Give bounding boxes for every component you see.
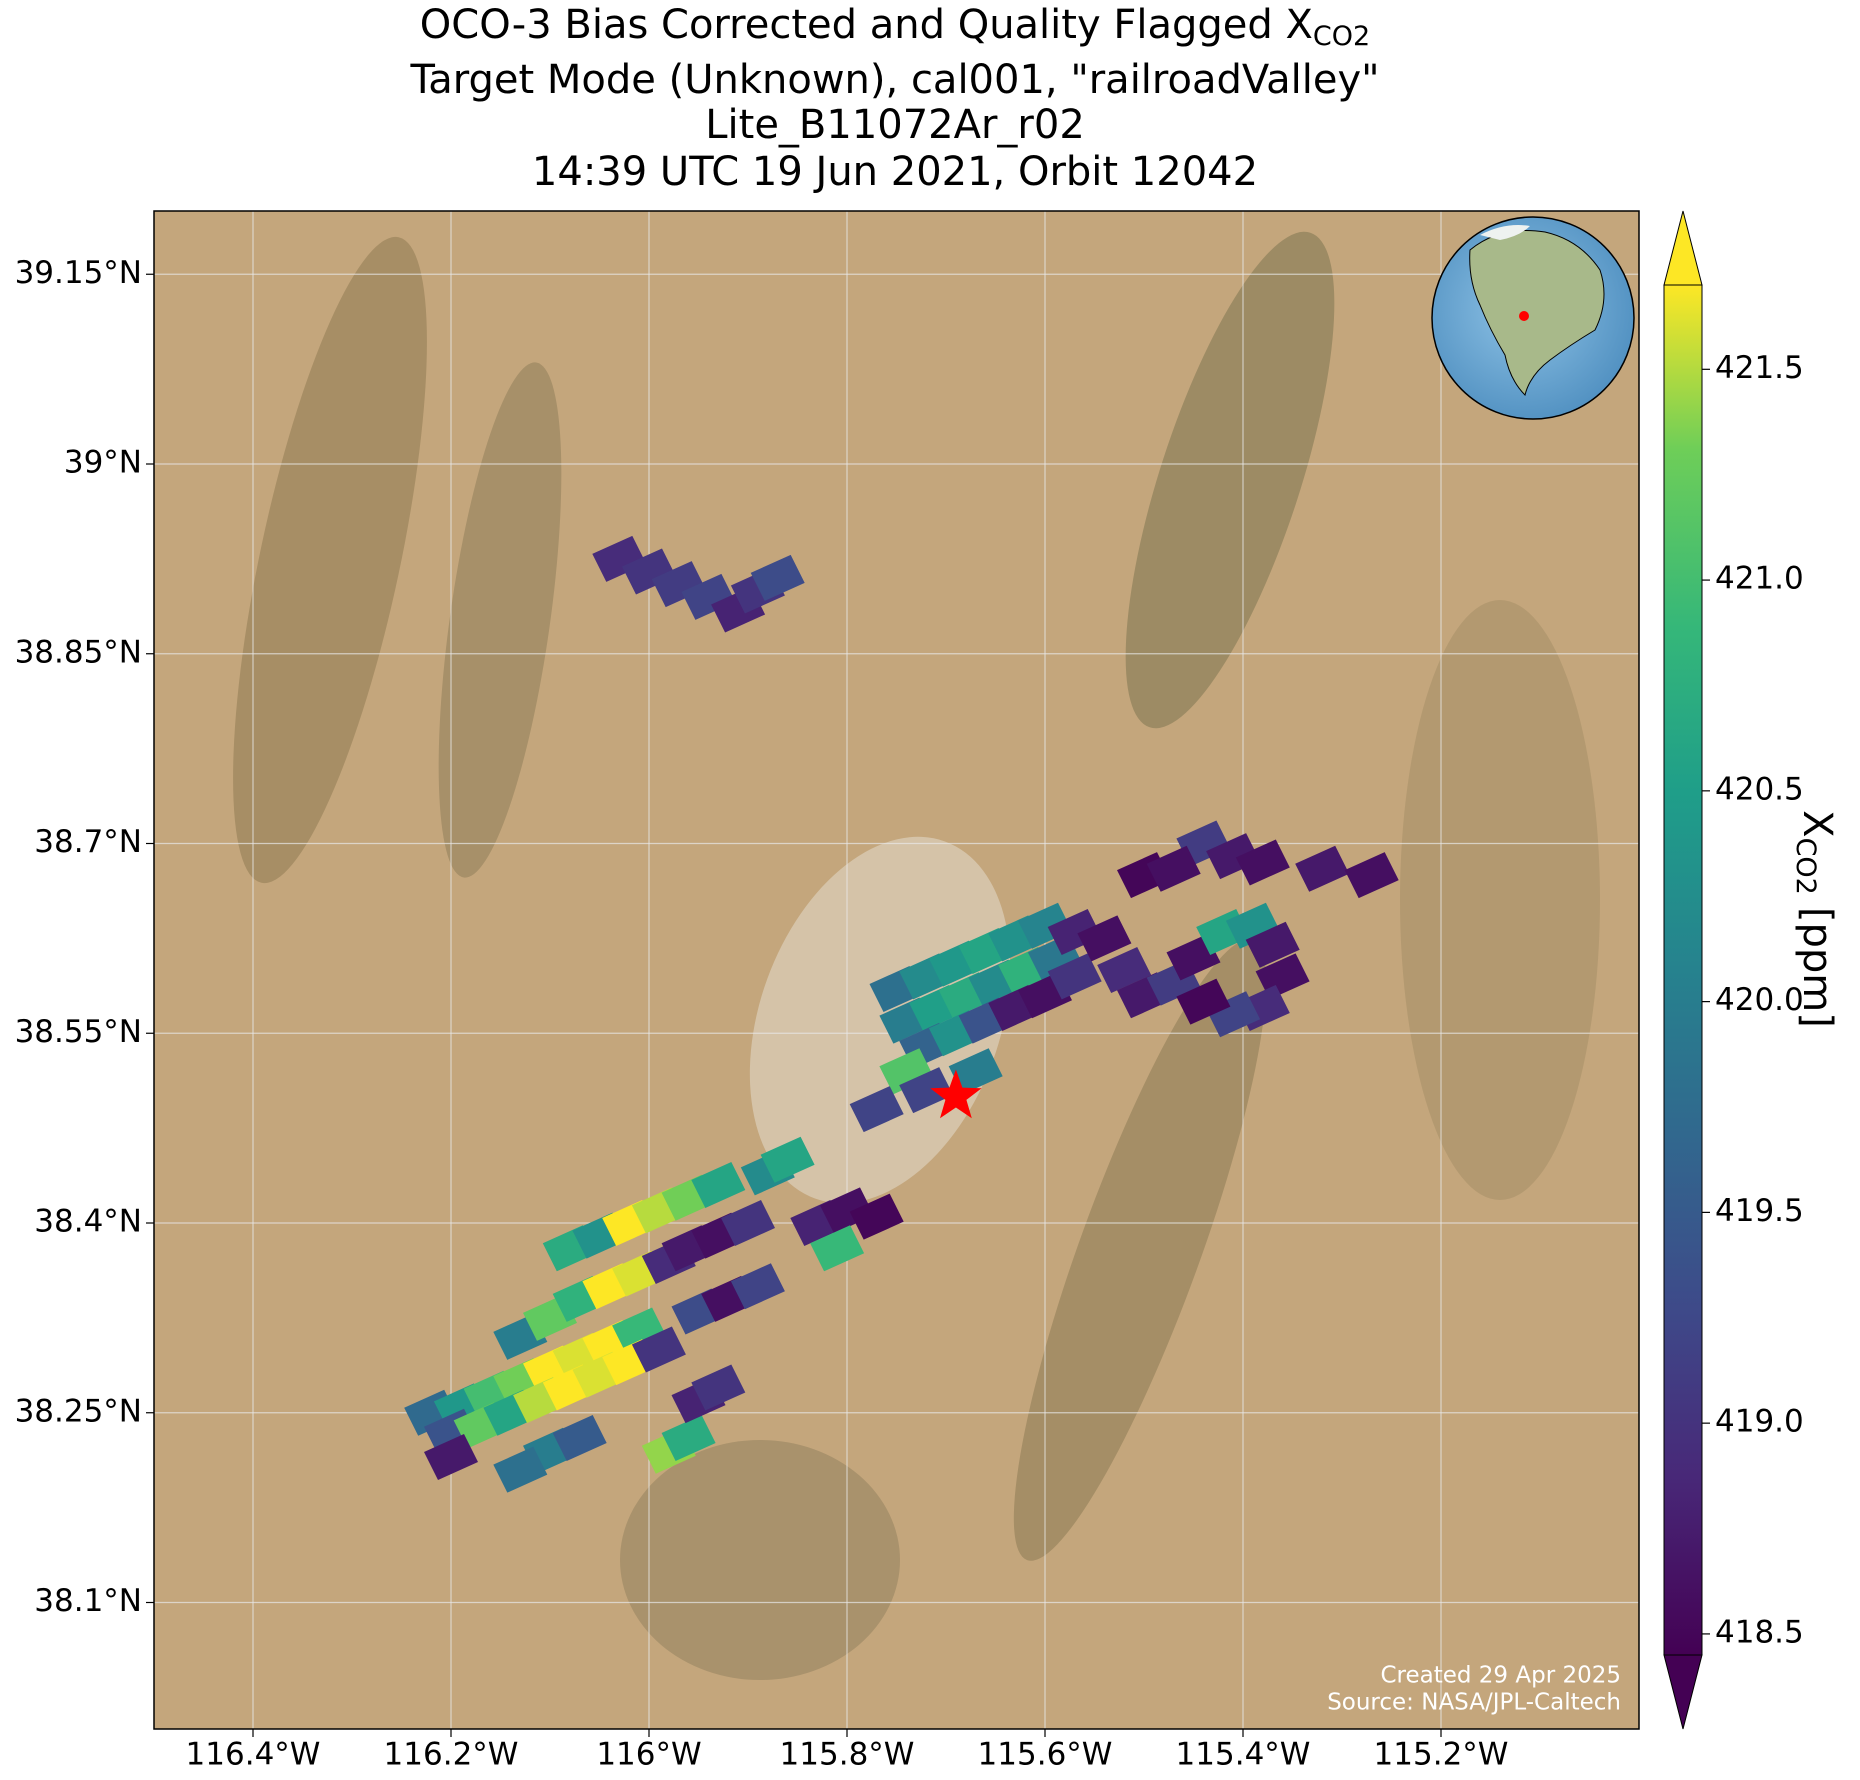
x-tick-label: 115.8°W — [780, 1737, 915, 1773]
footprint — [849, 1086, 904, 1133]
colorbar-tick-label: 420.5 — [1715, 771, 1804, 807]
subtitle-line: 14:39 UTC 19 Jun 2021, Orbit 12042 — [532, 149, 1258, 195]
footprint — [651, 561, 706, 608]
footprint — [1206, 991, 1261, 1038]
ice — [1480, 225, 1530, 240]
terrain — [620, 1440, 900, 1680]
x-tick-label: 115.6°W — [978, 1737, 1113, 1773]
y-tick-label: 38.85°N — [15, 634, 142, 670]
colorbar-tick-label: 420.0 — [1715, 982, 1804, 1018]
subtitle-line: Lite_B11072Ar_r02 — [705, 102, 1085, 148]
footprint — [948, 1048, 1003, 1095]
y-tick-label: 38.4°N — [34, 1204, 142, 1240]
footprint — [810, 1225, 865, 1272]
footprint — [1245, 921, 1300, 968]
title-subscript: CO2 — [1313, 21, 1370, 52]
footprint — [899, 1067, 954, 1114]
footprint — [631, 1326, 686, 1373]
colorbar-frame — [1663, 284, 1703, 1656]
y-tick-label: 39.15°N — [15, 255, 142, 291]
subtitle-line: Target Mode (Unknown), cal001, "railroad… — [409, 57, 1379, 103]
annotation: Source: NASA/JPL-Caltech — [1327, 1690, 1621, 1716]
footprint — [1047, 909, 1102, 956]
y-tick-label: 39°N — [64, 445, 142, 481]
x-tick-label: 116°W — [596, 1737, 701, 1773]
colorbar-tick-label: 419.0 — [1715, 1404, 1804, 1440]
map-frame — [153, 210, 1640, 1730]
footprint — [1077, 915, 1132, 962]
footprints — [404, 535, 1399, 1493]
colorbar-extend-max — [1663, 210, 1703, 286]
terrain — [233, 236, 427, 884]
footprint — [1176, 978, 1231, 1025]
terrain — [1125, 231, 1335, 729]
grid — [154, 211, 1639, 1729]
x-tick-label: 115.4°W — [1176, 1737, 1311, 1773]
colorbar-label-unit: [ppm] — [1794, 907, 1840, 1028]
footprint — [1225, 902, 1280, 949]
x-tick-label: 115.2°W — [1374, 1737, 1509, 1773]
x-tick-label: 116.4°W — [186, 1737, 321, 1773]
inset-target — [1519, 311, 1529, 321]
continent — [1469, 229, 1605, 396]
colorbar-extend-min — [1663, 1654, 1703, 1730]
title: OCO-3 Bias Corrected and Quality Flagged… — [409, 2, 1379, 195]
colorbar: XCO2 [ppm] 418.5 419.0 419.5 420.0 420.5 421.0… — [1663, 210, 1841, 1730]
terrain — [1400, 600, 1600, 1200]
colorbar-tick-label: 421.5 — [1715, 350, 1804, 386]
annotation: Created 29 Apr 2025 — [1380, 1663, 1621, 1689]
title-line: OCO-3 Bias Corrected and Quality Flagged… — [420, 2, 1370, 52]
y-tick-label: 38.7°N — [34, 824, 142, 860]
y-tick-label: 38.55°N — [15, 1014, 142, 1050]
footprint — [424, 1434, 478, 1481]
target-marker — [930, 1069, 982, 1119]
footprint — [691, 1364, 746, 1411]
footprint — [1206, 833, 1261, 880]
title-text: OCO-3 Bias Corrected and Quality Flagged… — [420, 2, 1313, 48]
footprint — [552, 1415, 607, 1462]
footprint — [730, 1263, 785, 1310]
footprint — [612, 1307, 667, 1354]
footprint — [820, 1187, 874, 1234]
footprint — [661, 1415, 716, 1462]
footprint — [681, 573, 736, 620]
inset-globe — [1431, 216, 1635, 420]
map-background — [154, 211, 1639, 1729]
footprint — [622, 548, 676, 595]
footprint — [1018, 902, 1072, 949]
footprint — [879, 1048, 934, 1095]
footprint — [1344, 852, 1399, 899]
terrain — [1013, 939, 1267, 1561]
footprint — [721, 1200, 775, 1246]
footprint — [691, 1162, 746, 1209]
y-tick-label: 38.25°N — [15, 1393, 142, 1429]
footprint — [760, 1136, 815, 1183]
colorbar-tick-label: 419.5 — [1715, 1193, 1804, 1229]
colorbar-tick-label: 421.0 — [1715, 561, 1804, 597]
y-tick-label: 38.1°N — [34, 1583, 142, 1619]
terrain — [438, 362, 562, 878]
footprint — [1255, 953, 1310, 1000]
colorbar-label-subscript: CO2 — [1791, 838, 1822, 895]
footprint — [1295, 845, 1350, 892]
footprint — [1047, 953, 1102, 1000]
footprint — [1097, 947, 1152, 993]
colorbar-label: XCO2 [ppm] — [1791, 810, 1841, 1028]
footprint — [849, 1193, 904, 1240]
colorbar-label-text: X — [1794, 810, 1840, 837]
footprint — [592, 535, 647, 582]
colorbar-body — [1664, 285, 1702, 1655]
colorbar-tick-label: 418.5 — [1715, 1614, 1804, 1650]
footprint — [493, 1446, 548, 1493]
footprint — [1146, 845, 1201, 892]
x-tick-label: 116.2°W — [384, 1737, 519, 1773]
footprint — [750, 554, 805, 601]
footprint — [1235, 839, 1290, 886]
